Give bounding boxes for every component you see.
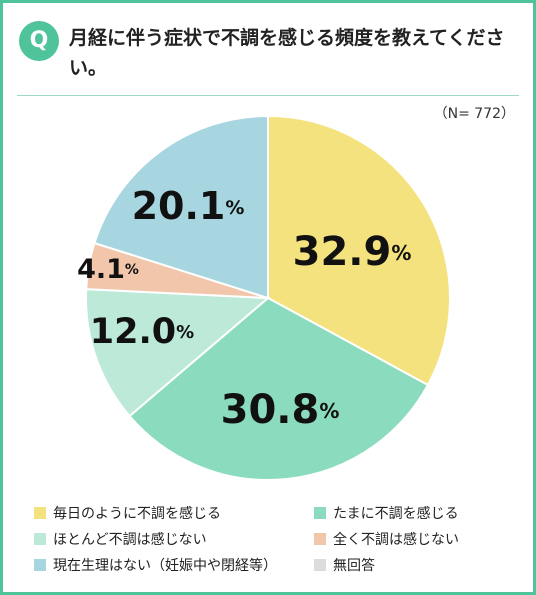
legend-item: 毎日のように不調を感じる	[34, 503, 221, 523]
pie-value-label-3: 4.1%	[77, 254, 139, 285]
legend-swatch	[34, 507, 46, 519]
legend-swatch	[314, 507, 326, 519]
legend-label: 無回答	[333, 558, 375, 574]
pie-value-label-0: 32.9%	[293, 229, 412, 275]
legend-label: ほとんど不調は感じない	[53, 532, 207, 548]
question-title: 月経に伴う症状で不調を感じる頻度を教えてください。	[69, 27, 505, 79]
legend-label: 現在生理はない（妊娠中や閉経等）	[53, 558, 277, 574]
legend-swatch	[34, 533, 46, 545]
title-divider	[17, 95, 519, 96]
legend-swatch	[34, 559, 46, 571]
pie-value-label-1: 30.8%	[221, 387, 340, 433]
legend-swatch	[314, 533, 326, 545]
legend-item: 全く不調は感じない	[314, 529, 459, 549]
legend-item: 無回答	[314, 555, 375, 575]
pie-value-label-2: 12.0%	[90, 312, 194, 352]
legend-item: たまに不調を感じる	[314, 503, 459, 523]
legend-label: 全く不調は感じない	[333, 532, 459, 548]
legend-item: 現在生理はない（妊娠中や閉経等）	[34, 555, 277, 575]
question-badge: Q	[19, 21, 59, 61]
pie-slice-0	[267, 114, 451, 387]
pie-slice-1	[128, 296, 430, 481]
legend-label: 毎日のように不調を感じる	[53, 506, 221, 522]
pie-value-label-4: 20.1%	[132, 184, 245, 228]
pie-slice-2	[85, 288, 271, 418]
sample-size-label: （N= 772）	[433, 106, 515, 122]
pie-slice-4	[93, 114, 269, 300]
legend-item: ほとんど不調は感じない	[34, 529, 207, 549]
legend-swatch	[314, 559, 326, 571]
legend-label: たまに不調を感じる	[333, 506, 459, 522]
